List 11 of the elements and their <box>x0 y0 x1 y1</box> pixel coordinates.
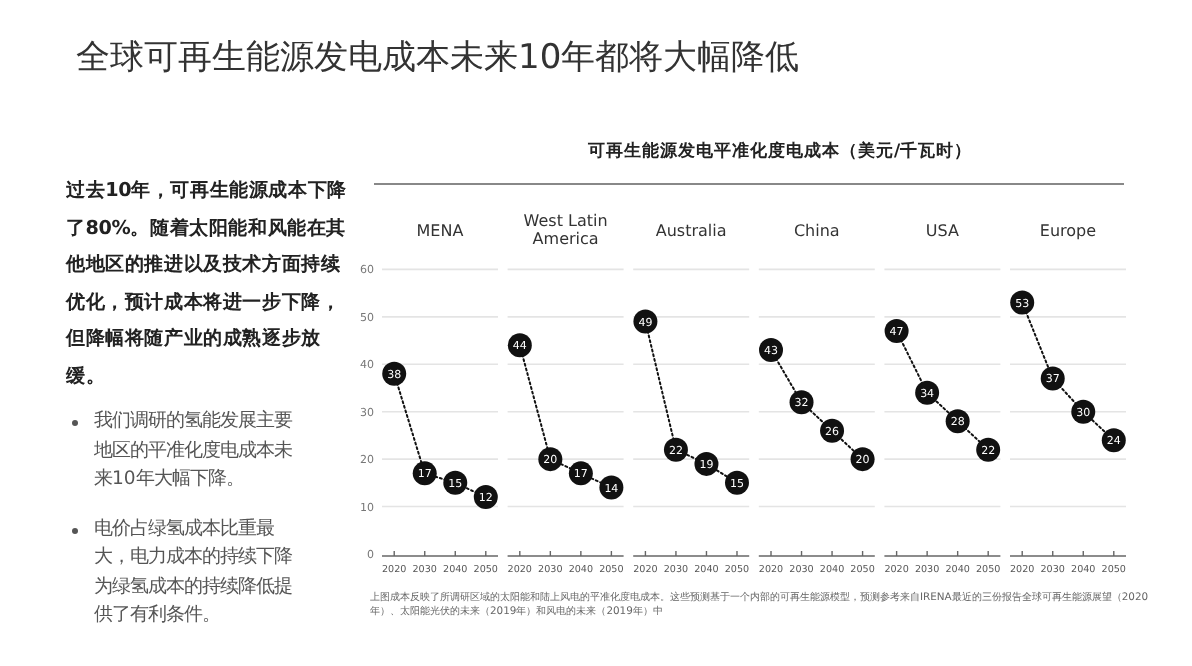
text: 我们调研的氢能发展主要地区的平准化度电成本未来10年大幅下降。 <box>94 408 294 494</box>
text: 过去10年，可再生能源成本下降了80%。随着太阳能和风能在其他地区的推进以及技术方面持续优化，预计成本将进一步下降，但降幅将随产业的成熟逐步放缓。 <box>66 178 349 391</box>
text: 电价占绿氢成本比重最大，电力成本的持续下降为绿氢成本的持续降低提供了有利条件。 <box>94 515 294 630</box>
chart-title: USA <box>925 222 960 240</box>
chart-title: Europe <box>1039 222 1097 240</box>
chart-title: West Latin America <box>523 212 608 248</box>
chart-title: Australia <box>655 222 727 240</box>
text: 可再生能源发电平准化度电成本（美元/千瓦时） <box>585 140 975 164</box>
chart-title: China <box>793 222 840 240</box>
chart-title: MENA <box>416 222 465 240</box>
text: 全球可再生能源发电成本未来10年都将大幅降低 <box>76 36 800 80</box>
